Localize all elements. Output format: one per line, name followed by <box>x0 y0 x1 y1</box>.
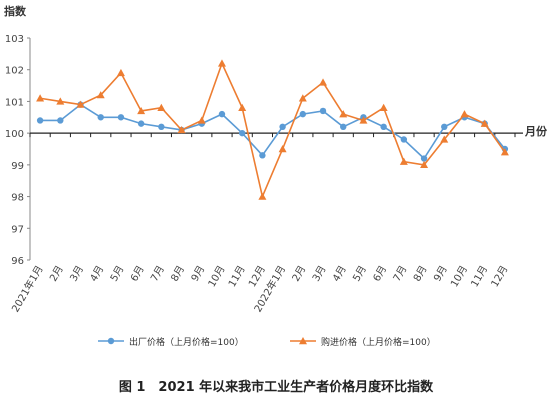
data-point <box>480 119 489 127</box>
data-point <box>36 117 44 124</box>
x-tick-label: 9月 <box>189 264 208 284</box>
x-tick-label: 3月 <box>68 264 87 284</box>
data-point <box>238 129 246 137</box>
y-tick-label: 96 <box>11 256 24 267</box>
y-tick-label: 102 <box>5 66 24 77</box>
x-tick-label: 10月 <box>448 264 470 290</box>
data-point <box>137 120 145 127</box>
data-point <box>400 136 408 143</box>
data-point <box>76 100 85 108</box>
y-tick-label: 101 <box>5 97 24 108</box>
data-point <box>278 145 287 153</box>
series-line-2 <box>39 61 506 200</box>
data-point <box>137 106 146 115</box>
data-point <box>36 94 45 102</box>
x-tick-label: 6月 <box>371 264 390 284</box>
y-tick-label: 97 <box>11 224 24 235</box>
series-layer <box>36 59 509 200</box>
x-tick-label: 4月 <box>88 264 107 284</box>
x-tick-label: 7月 <box>391 264 410 284</box>
data-point <box>441 123 448 130</box>
data-point <box>500 148 509 156</box>
x-tick-label: 5月 <box>350 264 369 284</box>
x-tick-label: 5月 <box>108 264 127 284</box>
data-point <box>380 123 387 130</box>
x-tick-label: 2月 <box>47 264 66 284</box>
data-point <box>340 123 347 130</box>
data-point <box>117 114 125 121</box>
legend-marker <box>107 337 115 345</box>
data-point <box>319 78 328 86</box>
data-point <box>399 157 408 165</box>
series-line-1 <box>40 103 506 160</box>
x-tick-label: 12月 <box>246 264 268 290</box>
x-tick-label: 9月 <box>431 264 450 284</box>
data-point <box>116 68 125 77</box>
data-point <box>379 103 388 111</box>
data-point <box>56 97 65 105</box>
data-point <box>420 155 428 162</box>
x-tick-label: 8月 <box>169 264 188 284</box>
data-point <box>197 116 206 124</box>
x-tick-label: 12月 <box>489 264 511 290</box>
y-tick-label: 100 <box>5 129 24 140</box>
data-point <box>157 103 166 111</box>
x-tick-label: 11月 <box>469 264 491 290</box>
data-point <box>177 125 186 134</box>
x-tick-label: 4月 <box>330 264 349 284</box>
data-point <box>279 123 286 130</box>
data-point <box>319 107 327 115</box>
y-tick-label: 99 <box>11 161 24 172</box>
x-tick-label: 7月 <box>148 264 167 284</box>
y-tick-label: 98 <box>11 193 24 204</box>
legend-marker <box>299 337 307 345</box>
legend-label: 购进价格（上月价格=100） <box>321 336 436 348</box>
data-point <box>359 116 368 124</box>
data-point <box>259 152 266 159</box>
data-point <box>420 160 429 169</box>
figure-caption: 图 1 2021 年以来我市工业生产者价格月度环比指数 <box>118 380 434 395</box>
y-axis-title: 指数 <box>4 4 27 18</box>
data-point <box>339 110 348 118</box>
data-point <box>217 59 226 67</box>
data-point <box>440 135 449 143</box>
x-tick-label: 2021年1月 <box>9 263 46 314</box>
data-point <box>96 91 105 99</box>
x-tick-label: 11月 <box>226 264 248 290</box>
x-tick-label: 3月 <box>310 264 329 284</box>
data-point <box>158 123 165 130</box>
data-point <box>258 192 267 200</box>
data-point <box>218 110 226 118</box>
y-axis: 96 97 98 99 100 101 102 103 <box>5 34 31 267</box>
x-tick-label: 8月 <box>411 264 430 284</box>
x-axis-title: 月份 <box>524 124 548 138</box>
x-tick-label: 6月 <box>128 264 147 284</box>
x-tick-label: 2月 <box>290 264 309 284</box>
legend: 出厂价格（上月价格=100） 购进价格（上月价格=100） <box>98 336 436 348</box>
x-tick-label: 10月 <box>206 264 228 290</box>
data-point <box>299 110 307 118</box>
legend-label: 出厂价格（上月价格=100） <box>129 336 244 348</box>
data-point <box>460 110 469 118</box>
data-point <box>298 94 307 102</box>
data-point <box>238 103 247 111</box>
y-tick-label: 103 <box>5 34 24 45</box>
data-point <box>97 114 104 121</box>
data-point <box>57 117 64 124</box>
